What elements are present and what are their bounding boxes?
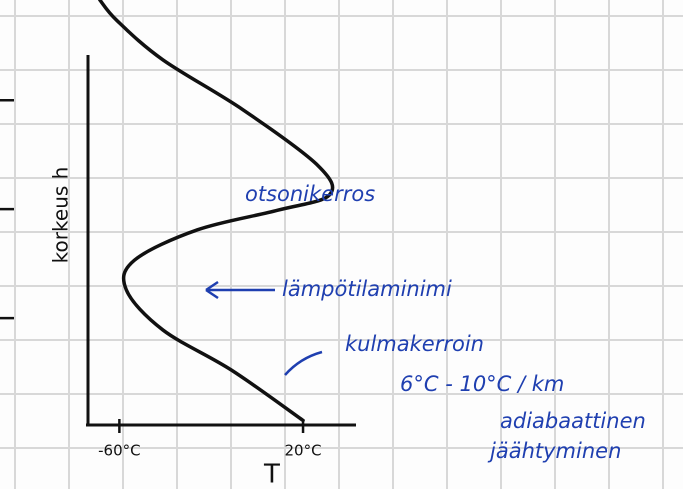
chart: T korkeus h 10km20km30km-60°C20°Cotsonik… [0, 0, 683, 489]
x-tick-label: 20°C [285, 442, 322, 460]
annotation: 6°C - 10°C / km [400, 372, 564, 396]
annotation: jäähtyminen [487, 439, 621, 463]
x-axis-label: T [263, 460, 280, 489]
page: T korkeus h 10km20km30km-60°C20°Cotsonik… [0, 0, 683, 489]
y-axis-label: korkeus h [49, 167, 73, 264]
annotation: kulmakerroin [345, 332, 484, 356]
annotation: adiabaattinen [500, 409, 646, 433]
x-tick-label: -60°C [98, 442, 140, 460]
annotation: otsonikerros [245, 182, 375, 206]
annotation: lämpötilaminimi [282, 277, 452, 301]
temperature-curve [100, 0, 333, 420]
slope-marker [285, 352, 322, 375]
